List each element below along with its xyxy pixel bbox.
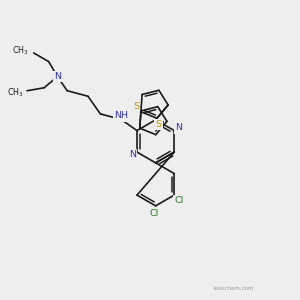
Text: N: N — [129, 150, 136, 159]
Text: N: N — [176, 123, 182, 132]
Text: S: S — [133, 102, 139, 111]
Text: N: N — [54, 72, 61, 81]
Text: CH$_3$: CH$_3$ — [7, 87, 23, 99]
Text: Cl: Cl — [175, 196, 184, 205]
Text: lookchem.com: lookchem.com — [213, 286, 254, 291]
Text: Cl: Cl — [149, 208, 158, 217]
Text: S: S — [156, 120, 162, 129]
Text: NH: NH — [114, 111, 128, 120]
Text: CH$_3$: CH$_3$ — [12, 45, 29, 57]
